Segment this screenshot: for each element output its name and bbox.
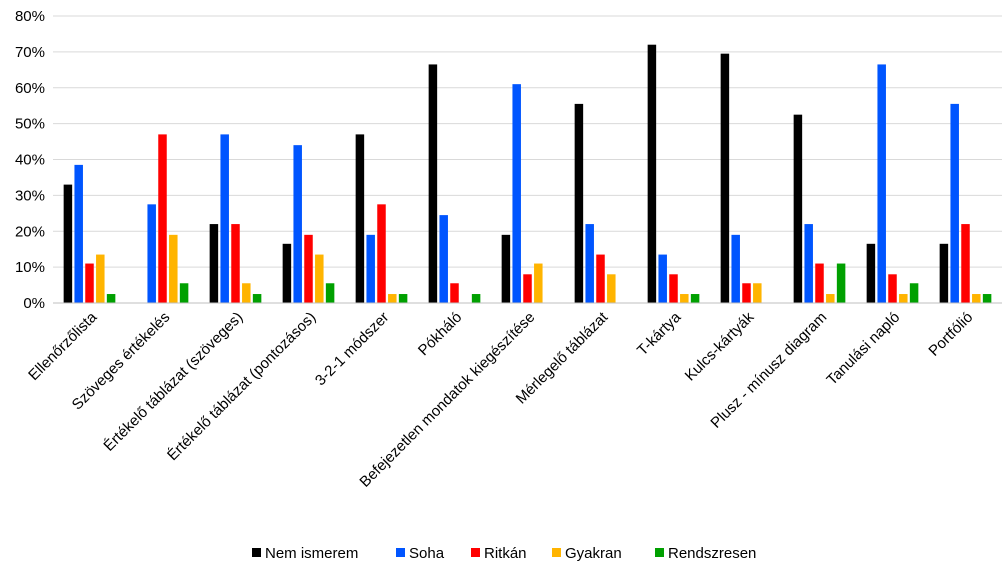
- bar: [169, 234, 178, 303]
- bar: [398, 294, 408, 303]
- bar: [501, 234, 511, 303]
- gridlines: [53, 15, 1002, 268]
- bar: [909, 283, 919, 303]
- bar: [450, 283, 459, 303]
- bar: [607, 274, 616, 303]
- bar: [534, 263, 543, 303]
- legend-label: Gyakran: [565, 545, 622, 562]
- bar: [899, 294, 908, 303]
- bar: [377, 204, 386, 303]
- bar: [63, 184, 73, 303]
- bar: [793, 114, 803, 303]
- bar: [585, 224, 594, 303]
- y-tick-label: 50%: [15, 116, 45, 133]
- bar: [731, 234, 740, 303]
- legend-swatch: [396, 548, 405, 557]
- bar: [179, 283, 189, 303]
- y-tick-label: 60%: [15, 80, 45, 97]
- bar: [366, 234, 375, 303]
- bar: [85, 263, 94, 303]
- y-tick-label: 40%: [15, 152, 45, 169]
- bar: [826, 294, 835, 303]
- bar: [888, 274, 897, 303]
- bar: [252, 294, 262, 303]
- y-tick-label: 70%: [15, 44, 45, 61]
- bar: [647, 44, 657, 303]
- bar: [982, 294, 992, 303]
- bar: [220, 134, 229, 303]
- x-category-label: Tanulási napló: [823, 309, 903, 389]
- x-category-label: Ellenőrzőlista: [25, 308, 101, 384]
- legend-label: Rendszresen: [668, 545, 756, 562]
- legend-label: Nem ismerem: [265, 545, 358, 562]
- bar: [753, 283, 762, 303]
- x-category-label: 3-2-1 módszer: [312, 309, 392, 389]
- bar: [96, 254, 105, 303]
- bar: [866, 243, 876, 303]
- bar: [939, 243, 949, 303]
- y-tick-label: 10%: [15, 259, 45, 276]
- x-category-label: Pókháló: [415, 309, 465, 359]
- y-tick-label: 20%: [15, 223, 45, 240]
- x-category-label: Kulcs-kártyák: [682, 308, 758, 384]
- y-tick-label: 30%: [15, 187, 45, 204]
- legend-label: Ritkán: [484, 545, 527, 562]
- bar: [877, 64, 886, 304]
- bar: [209, 224, 219, 303]
- bar: [231, 224, 240, 303]
- bar: [523, 274, 532, 303]
- x-category-label: Értékelő táblázat (szöveges): [100, 309, 246, 455]
- bar: [972, 294, 981, 303]
- bar: [690, 294, 700, 303]
- bar: [147, 204, 156, 303]
- bar: [439, 215, 448, 303]
- x-category-label: T-kártya: [634, 308, 685, 359]
- legend-swatch: [552, 548, 561, 557]
- bar: [815, 263, 824, 303]
- legend: Nem ismerem Soha Ritkán Gyakran Rendszresen: [252, 545, 756, 562]
- bar: [158, 134, 167, 303]
- bar: [574, 103, 584, 303]
- bar: [596, 254, 605, 303]
- legend-swatch: [471, 548, 480, 557]
- bar: [720, 53, 730, 303]
- bar: [106, 294, 116, 303]
- y-tick-label: 80%: [15, 8, 45, 25]
- bar: [428, 64, 438, 304]
- bar: [471, 294, 481, 303]
- bar: [355, 134, 365, 303]
- x-category-label: Portfólió: [925, 309, 976, 360]
- bar: [742, 283, 751, 303]
- legend-label: Soha: [409, 545, 445, 562]
- bar: [950, 103, 959, 303]
- bar: [658, 254, 667, 303]
- bar: [74, 164, 83, 303]
- bar: [512, 84, 521, 303]
- legend-swatch: [252, 548, 261, 557]
- legend-swatch: [655, 548, 664, 557]
- bar: [804, 224, 813, 303]
- bar: [961, 224, 970, 303]
- y-axis-tick-labels: 0% 10% 20% 30% 40% 50% 60% 70% 80%: [15, 8, 45, 312]
- bar: [304, 234, 313, 303]
- bar: [315, 254, 324, 303]
- bars: [63, 44, 992, 304]
- y-tick-label: 0%: [23, 295, 45, 312]
- x-category-label: Értékelő táblázat (pontozásos): [164, 309, 319, 464]
- bar: [388, 294, 397, 303]
- bar: [282, 243, 292, 303]
- bar: [669, 274, 678, 303]
- bar: [680, 294, 689, 303]
- bar: [325, 283, 335, 303]
- bar: [242, 283, 251, 303]
- bar: [836, 263, 846, 303]
- bar: [293, 145, 302, 303]
